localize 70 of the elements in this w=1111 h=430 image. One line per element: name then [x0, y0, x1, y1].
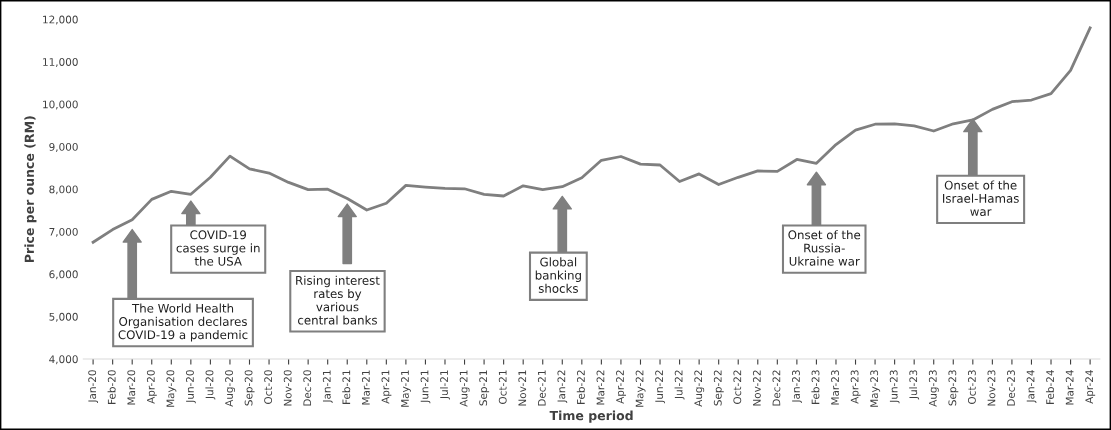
x-tick-label: Dec-23	[1007, 370, 1015, 406]
x-tick-label: Dec-20	[303, 370, 312, 406]
x-tick-label: Oct-21	[498, 370, 507, 404]
x-tick-label: Oct-20	[264, 370, 273, 404]
x-tick-label: Sep-22	[713, 370, 724, 406]
x-tick-label: Nov-20	[283, 370, 292, 406]
annotation: Onset of the Russia- Ukraine war	[788, 230, 861, 266]
y-tick-label: 9,000	[49, 142, 78, 152]
y-tick-label: 10,000	[43, 100, 78, 110]
x-tick-label: Jan-24	[1026, 370, 1037, 404]
x-tick-label: Apr-24	[1085, 370, 1096, 404]
x-tick-label: Oct-22	[733, 370, 742, 404]
x-tick-label: Aug-21	[459, 370, 470, 407]
x-tick-label: Oct-23	[967, 370, 976, 404]
x-tick-label: May-22	[635, 370, 646, 407]
x-tick-label: Apr-21	[381, 370, 392, 404]
y-tick-label: 7,000	[49, 227, 78, 237]
x-tick-label: Feb-22	[576, 370, 585, 404]
x-tick-label: May-20	[166, 370, 177, 407]
x-tick-label: Jan-21	[322, 370, 333, 404]
x-axis-title: Time period	[549, 410, 633, 423]
x-tick-label: Aug-20	[225, 370, 235, 407]
annotation: Rising interest rates by various central banks	[296, 275, 380, 325]
x-tick-label: Jan-20	[88, 370, 99, 404]
annotation: Onset of the Israel-Hamas war	[943, 180, 1019, 217]
x-tick-label: Jun-23	[889, 370, 900, 404]
x-tick-label: Sep-21	[479, 370, 490, 406]
x-tick-label: Mar-24	[1065, 370, 1074, 405]
x-tick-label: Apr-20	[146, 370, 157, 404]
line-series	[91, 26, 1092, 244]
y-tick-label: 11,000	[43, 58, 78, 67]
x-tick-label: Jun-20	[185, 370, 196, 404]
y-tick-label: 4,000	[49, 355, 78, 365]
x-tick-label: Jul-21	[439, 370, 450, 400]
x-tick-label: Jul-23	[909, 370, 920, 400]
x-tick-label: Dec-21	[537, 370, 546, 406]
x-tick-label: Jan-23	[792, 370, 802, 404]
x-tick-label: Jun-21	[420, 370, 431, 404]
x-tick-label: Nov-23	[987, 370, 996, 406]
y-tick-label: 12,000	[43, 15, 78, 25]
annotation: The World Health Organisation declares COVID-19 a pandemic	[118, 303, 248, 342]
x-tick-label: Nov-22	[752, 370, 761, 406]
x-tick-label: Jan-22	[557, 370, 568, 404]
x-tick-label: Jun-22	[655, 370, 665, 404]
y-axis-title: Price per ounce (RM)	[24, 116, 37, 263]
annotation: COVID-19 cases surge in the USA	[176, 230, 260, 266]
x-tick-label: Aug-22	[694, 370, 705, 407]
x-tick-label: Feb-20	[107, 370, 116, 404]
annotation: Global banking shocks	[535, 257, 581, 293]
x-tick-label: Aug-23	[928, 370, 939, 407]
y-tick-label: 8,000	[49, 185, 78, 195]
x-tick-label: May-21	[401, 370, 411, 407]
x-tick-label: Feb-24	[1045, 370, 1055, 404]
x-tick-label: Apr-22	[616, 370, 626, 404]
x-tick-label: Mar-20	[127, 370, 136, 405]
x-tick-label: Jul-22	[674, 370, 685, 400]
y-tick-label: 6,000	[49, 270, 78, 280]
x-tick-label: May-23	[870, 370, 881, 407]
x-tick-label: Feb-23	[811, 370, 820, 404]
x-tick-label: Sep-23	[948, 370, 959, 406]
x-tick-label: Dec-22	[772, 370, 781, 406]
x-tick-label: Mar-23	[831, 370, 839, 405]
x-tick-label: Mar-21	[361, 370, 370, 405]
x-tick-label: Nov-21	[518, 370, 527, 406]
x-tick-label: Mar-22	[596, 370, 605, 405]
x-tick-label: Jul-20	[205, 370, 216, 400]
x-tick-label: Sep-20	[244, 370, 255, 406]
y-tick-label: 5,000	[49, 312, 78, 322]
x-tick-label: Apr-23	[850, 370, 861, 404]
x-tick-label: Feb-21	[342, 370, 351, 404]
